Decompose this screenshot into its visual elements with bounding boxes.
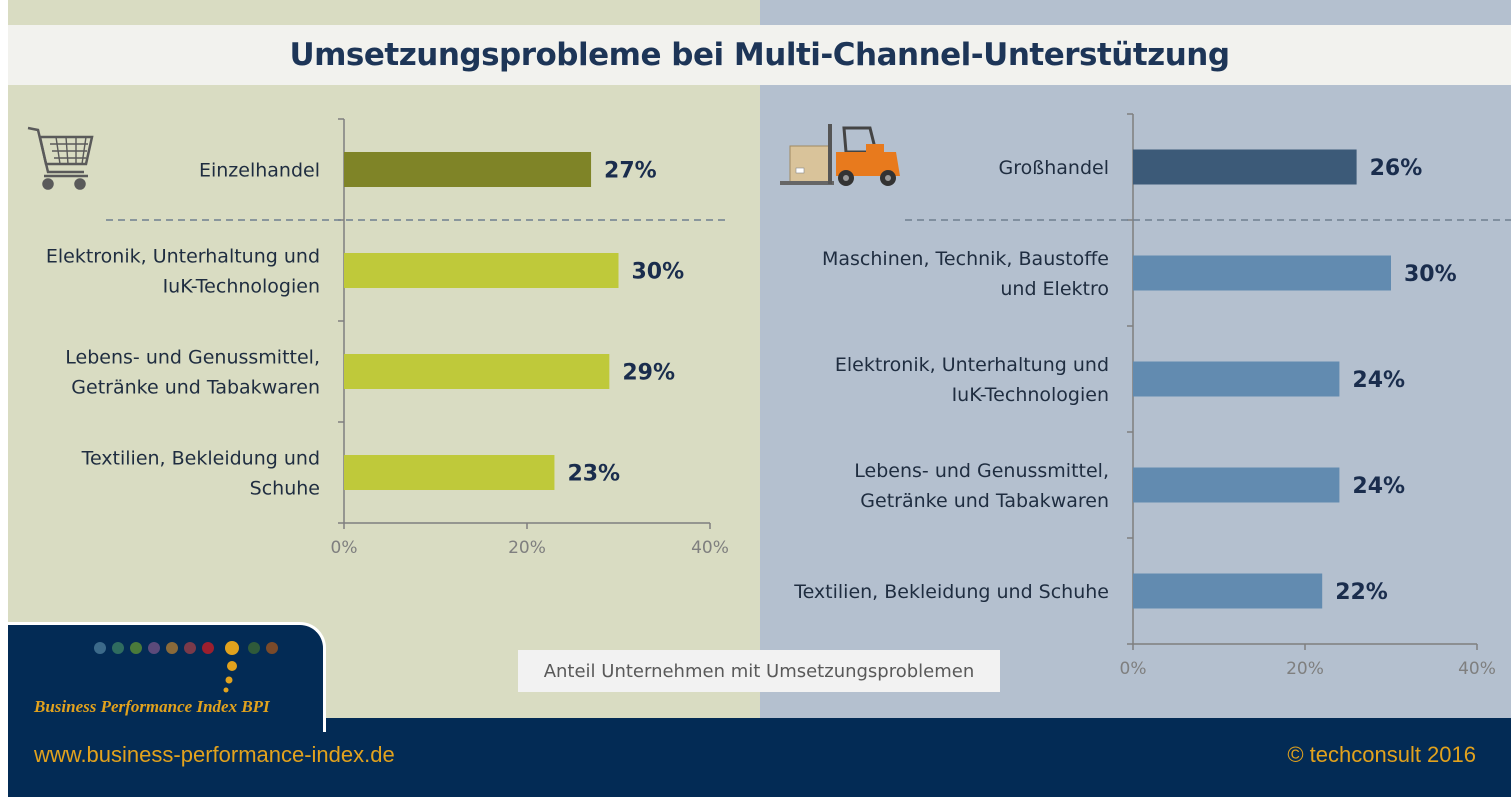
title-band: Umsetzungsprobleme bei Multi-Channel-Unt… bbox=[8, 25, 1511, 85]
left-bar bbox=[344, 455, 555, 490]
shopping-cart-icon bbox=[27, 126, 94, 190]
left-category-label: Textilien, Bekleidung und bbox=[81, 448, 320, 470]
left-value-label: 27% bbox=[604, 159, 657, 184]
left-bar bbox=[344, 152, 592, 187]
bpi-logo-dots-icon bbox=[94, 641, 278, 693]
left-value-label: 29% bbox=[622, 361, 675, 386]
left-chart: 0% 20% 40% 27% Einzelhandel 30% Elektronik, Un… bbox=[46, 118, 730, 558]
left-category-label: Elektronik, Unterhaltung und bbox=[46, 246, 320, 268]
right-category-label: Maschinen, Technik, Baustoffe bbox=[822, 248, 1109, 270]
left-value-label: 30% bbox=[632, 260, 685, 285]
right-category-label: Getränke und Tabakwaren bbox=[860, 490, 1109, 512]
left-category-label: Getränke und Tabakwaren bbox=[71, 377, 320, 399]
left-x-tick-label: 20% bbox=[508, 538, 546, 558]
legend-box: Anteil Unternehmen mit Umsetzungsproblem… bbox=[518, 650, 1000, 692]
right-value-label: 24% bbox=[1352, 474, 1405, 499]
right-x-tick-label: 40% bbox=[1458, 659, 1496, 679]
logo-text: Business Performance Index BPI bbox=[34, 697, 270, 716]
left-x-tick-label: 0% bbox=[331, 538, 358, 558]
right-bar bbox=[1133, 573, 1323, 609]
right-bar bbox=[1133, 255, 1391, 291]
footer-copyright: © techconsult 2016 bbox=[1287, 742, 1476, 767]
footer-url[interactable]: www.business-performance-index.de bbox=[34, 742, 395, 767]
right-x-tick-label: 20% bbox=[1286, 659, 1324, 679]
right-category-label: und Elektro bbox=[1000, 278, 1109, 300]
right-category-label: Lebens- und Genussmittel, bbox=[854, 460, 1109, 482]
chart-title: Umsetzungsprobleme bei Multi-Channel-Unt… bbox=[289, 37, 1230, 73]
left-value-label: 23% bbox=[567, 462, 620, 487]
logo-tab bbox=[8, 622, 326, 732]
left-category-label: Lebens- und Genussmittel, bbox=[65, 347, 320, 369]
left-x-tick-label: 40% bbox=[691, 538, 729, 558]
right-bar bbox=[1133, 467, 1340, 503]
right-chart: 0% 20% 40% 26% Großhandel 30% Maschinen, Techn… bbox=[793, 113, 1511, 679]
forklift-icon bbox=[780, 124, 900, 186]
right-bar bbox=[1133, 149, 1357, 185]
left-bar bbox=[344, 253, 619, 288]
left-bar bbox=[344, 354, 610, 389]
left-category-label: IuK-Technologien bbox=[163, 276, 320, 298]
left-category-label: Einzelhandel bbox=[199, 160, 320, 182]
right-value-label: 30% bbox=[1404, 262, 1457, 287]
legend-label: Anteil Unternehmen mit Umsetzungsproblem… bbox=[543, 660, 975, 682]
right-category-label: Textilien, Bekleidung und Schuhe bbox=[793, 581, 1109, 603]
right-value-label: 22% bbox=[1335, 580, 1388, 605]
right-category-label: Großhandel bbox=[999, 157, 1109, 179]
right-value-label: 26% bbox=[1370, 156, 1423, 181]
right-category-label: IuK-Technologien bbox=[952, 384, 1109, 406]
right-bar bbox=[1133, 361, 1340, 397]
right-category-label: Elektronik, Unterhaltung und bbox=[835, 354, 1109, 376]
right-x-tick-label: 0% bbox=[1120, 659, 1147, 679]
right-value-label: 24% bbox=[1352, 368, 1405, 393]
left-category-label: Schuhe bbox=[250, 478, 320, 500]
